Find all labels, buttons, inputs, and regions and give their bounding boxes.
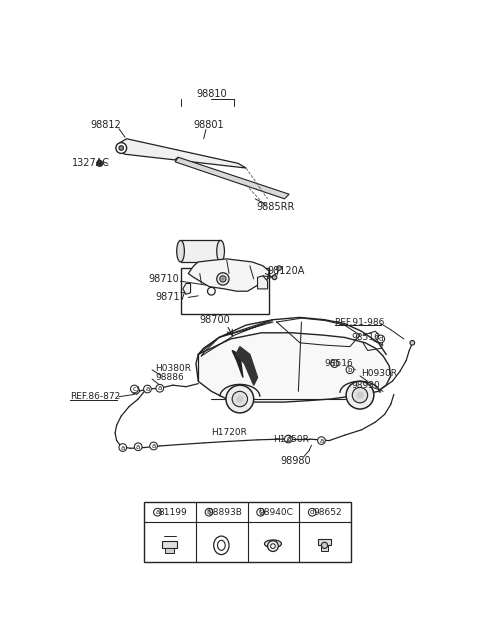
Circle shape <box>322 542 328 548</box>
Bar <box>318 539 331 545</box>
Circle shape <box>220 276 226 282</box>
Ellipse shape <box>217 240 225 262</box>
Circle shape <box>237 396 243 402</box>
Text: a: a <box>145 386 150 392</box>
Polygon shape <box>196 333 391 402</box>
Text: 98810: 98810 <box>196 89 227 99</box>
Text: 98700: 98700 <box>200 314 230 325</box>
Text: 98893B: 98893B <box>207 508 242 517</box>
Text: H0380R: H0380R <box>155 364 191 373</box>
Text: d: d <box>310 509 314 515</box>
Text: a: a <box>120 444 125 451</box>
Text: b: b <box>348 367 352 373</box>
Circle shape <box>257 509 264 516</box>
Circle shape <box>271 544 275 548</box>
Circle shape <box>267 541 278 552</box>
Circle shape <box>377 335 384 343</box>
Text: 98940C: 98940C <box>259 508 293 517</box>
Polygon shape <box>175 158 289 199</box>
Text: c: c <box>259 509 263 515</box>
Ellipse shape <box>264 540 281 548</box>
Text: 98930: 98930 <box>351 381 380 390</box>
Circle shape <box>144 385 151 393</box>
Circle shape <box>346 366 354 374</box>
Circle shape <box>96 160 103 167</box>
Circle shape <box>285 435 292 443</box>
Text: 1327AC: 1327AC <box>72 158 109 168</box>
Text: d: d <box>332 361 337 367</box>
Polygon shape <box>183 284 191 294</box>
Polygon shape <box>133 386 140 394</box>
Bar <box>180 268 269 314</box>
Circle shape <box>352 388 368 403</box>
Ellipse shape <box>177 240 184 262</box>
Circle shape <box>346 381 374 409</box>
Text: 98980: 98980 <box>281 456 312 466</box>
Text: a: a <box>152 443 156 449</box>
Circle shape <box>331 359 338 367</box>
Ellipse shape <box>217 540 225 550</box>
Text: a: a <box>319 438 324 444</box>
Bar <box>165 548 174 553</box>
Ellipse shape <box>214 536 229 554</box>
Polygon shape <box>258 276 267 289</box>
Text: H1720R: H1720R <box>211 428 247 437</box>
Circle shape <box>134 443 142 451</box>
Circle shape <box>131 385 138 393</box>
Polygon shape <box>188 259 269 291</box>
Text: 98812: 98812 <box>91 120 121 130</box>
Circle shape <box>119 444 127 451</box>
Circle shape <box>222 278 224 280</box>
Circle shape <box>357 392 363 398</box>
Text: H0930R: H0930R <box>361 369 397 378</box>
Text: 98801: 98801 <box>194 120 224 130</box>
Circle shape <box>277 266 281 271</box>
Text: 98516: 98516 <box>324 359 353 368</box>
Bar <box>180 240 221 262</box>
Bar <box>144 502 351 562</box>
Text: 98652: 98652 <box>313 508 342 517</box>
Circle shape <box>156 385 164 392</box>
Circle shape <box>272 275 277 280</box>
Bar <box>162 541 178 548</box>
Text: a: a <box>156 509 159 515</box>
Text: d: d <box>286 436 290 442</box>
Circle shape <box>154 509 161 516</box>
Circle shape <box>318 437 325 444</box>
Text: 98717: 98717 <box>156 292 187 302</box>
Text: REF.91-986: REF.91-986 <box>335 318 385 327</box>
Text: d: d <box>379 336 383 342</box>
Polygon shape <box>236 347 258 385</box>
Circle shape <box>116 143 127 154</box>
Circle shape <box>119 146 123 150</box>
Text: 81199: 81199 <box>158 508 187 517</box>
Bar <box>322 545 328 552</box>
Circle shape <box>205 509 213 516</box>
Text: 98120A: 98120A <box>267 266 305 276</box>
Text: 98710: 98710 <box>148 274 179 284</box>
Text: c: c <box>132 386 136 392</box>
Circle shape <box>207 287 215 295</box>
Text: 98516: 98516 <box>351 333 380 342</box>
Polygon shape <box>117 139 246 168</box>
Text: a: a <box>136 444 140 449</box>
Circle shape <box>150 442 157 450</box>
Text: 98886: 98886 <box>155 373 184 382</box>
Text: H1250R: H1250R <box>273 435 309 444</box>
Text: REF.86-872: REF.86-872 <box>71 392 120 401</box>
Polygon shape <box>232 350 243 377</box>
Text: 9885RR: 9885RR <box>256 201 294 212</box>
Circle shape <box>226 385 254 413</box>
Circle shape <box>217 273 229 285</box>
Text: a: a <box>157 385 162 391</box>
Text: b: b <box>207 509 211 515</box>
Circle shape <box>308 509 316 516</box>
Circle shape <box>232 392 248 407</box>
Circle shape <box>410 341 415 345</box>
